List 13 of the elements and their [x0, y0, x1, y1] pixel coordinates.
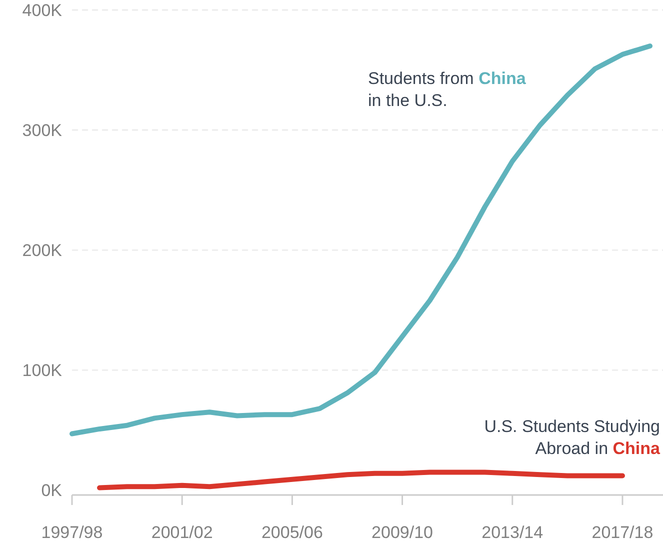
y-tick-label: 400K	[22, 0, 63, 20]
x-tick-label: 2009/10	[372, 523, 434, 542]
x-tick-label: 1997/98	[41, 523, 103, 542]
series-label: U.S. Students Studying Abroad in China	[484, 417, 661, 458]
x-tick-label: 2017/18	[592, 523, 654, 542]
x-tick-label: 2005/06	[261, 523, 323, 542]
text: Students from China in the U.S.	[368, 69, 526, 110]
x-tick-label: 2013/14	[482, 523, 544, 542]
y-tick-label: 200K	[22, 241, 63, 260]
y-tick-label: 300K	[22, 121, 63, 140]
x-tick-label: 2001/02	[151, 523, 213, 542]
y-tick-label: 100K	[22, 361, 63, 380]
y-tick-label: 0K	[41, 481, 63, 500]
